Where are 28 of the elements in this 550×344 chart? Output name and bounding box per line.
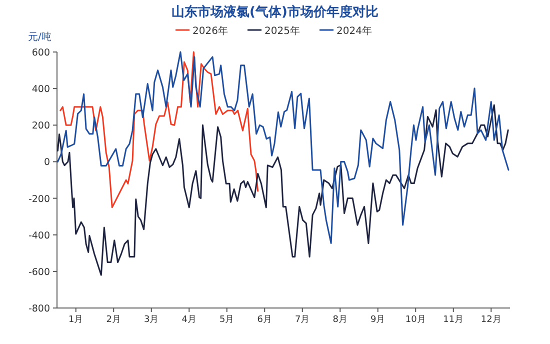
- y-tick-label: 400: [32, 84, 50, 96]
- line-series: [60, 51, 259, 208]
- x-tick-label: 10月: [405, 315, 426, 325]
- x-tick-label: 5月: [220, 315, 234, 325]
- x-tick-label: 11月: [443, 315, 464, 325]
- y-tick-label: 200: [32, 120, 50, 132]
- x-tick-label: 9月: [370, 315, 386, 325]
- x-tick-label: 2月: [106, 315, 121, 325]
- y-tick-label: -600: [28, 266, 50, 278]
- line-series: [57, 104, 509, 276]
- x-tick-label: 7月: [295, 315, 310, 325]
- legend-label: 2024年: [336, 25, 372, 37]
- x-tick-label: 1月: [68, 315, 84, 325]
- x-tick-label: 3月: [144, 315, 159, 325]
- y-tick-label: -400: [28, 230, 50, 242]
- y-tick-label: 600: [32, 48, 50, 58]
- x-tick-label: 8月: [332, 315, 348, 325]
- x-tick-label: 4月: [182, 315, 196, 325]
- legend-label: 2026年: [192, 25, 228, 37]
- line-series: [57, 51, 510, 244]
- y-tick-label: 0: [44, 157, 50, 168]
- y-tick-label: -800: [28, 304, 50, 314]
- chart-title: 山东市场液氯(气体)市场价年度对比: [172, 4, 378, 20]
- y-axis-title: 元/吨: [28, 31, 52, 43]
- x-tick-label: 12月: [480, 315, 502, 325]
- x-tick-label: 6月: [257, 315, 272, 325]
- y-tick-label: -200: [28, 194, 50, 205]
- legend-label: 2025年: [264, 25, 300, 37]
